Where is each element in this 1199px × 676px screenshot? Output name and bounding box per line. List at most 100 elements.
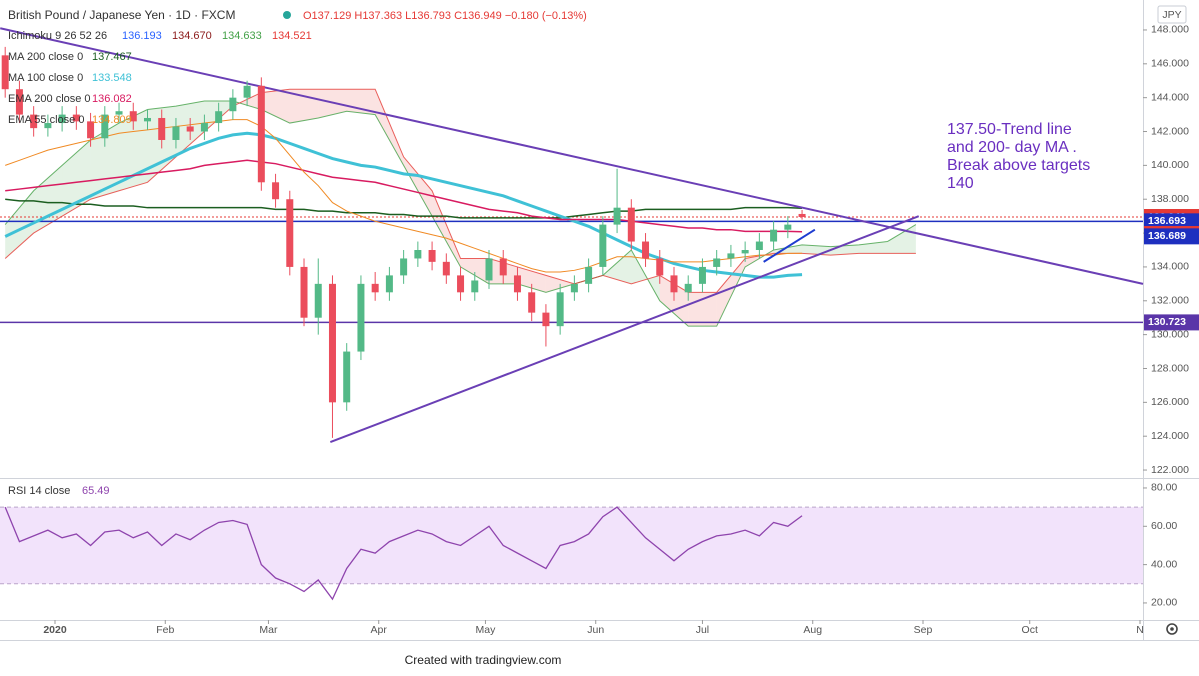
y-tick-label: 134.000 (1151, 261, 1189, 273)
candle-body (755, 241, 763, 251)
annotation: 137.50-Trend line (947, 121, 1072, 138)
status-dot (283, 11, 291, 19)
candle-body (414, 250, 422, 259)
ma-line (4, 131, 803, 279)
candle-body (613, 207, 621, 225)
candle-body (599, 224, 607, 267)
y-tick-label: 128.000 (1151, 362, 1189, 374)
settings-icon[interactable] (1166, 623, 1178, 635)
x-tick-label: Oct (1022, 624, 1038, 636)
candle-body (30, 114, 38, 129)
cloud-fill (460, 258, 490, 284)
candle-body (642, 241, 650, 259)
candle-body (528, 292, 536, 313)
price-label-box (1144, 228, 1199, 245)
candle-body (727, 253, 735, 259)
rsi-y-tick-label: 60.00 (1151, 520, 1177, 532)
candle-body (129, 111, 137, 122)
rsi-line (4, 506, 803, 601)
candle-body (684, 283, 692, 293)
candle-body (656, 258, 664, 276)
candle-body (428, 250, 436, 262)
x-tick-label: N (1136, 624, 1144, 636)
x-tick-label: Aug (803, 624, 822, 636)
ma-line (5, 198, 803, 219)
candle-body (172, 126, 180, 140)
y-tick-label: 142.000 (1151, 125, 1189, 137)
legend-label: MA 200 close 0 (8, 51, 83, 63)
candle-body (58, 114, 66, 124)
footer: Created with tradingview.com (405, 653, 562, 667)
rsi-value: 65.49 (82, 485, 110, 497)
legend-value: 137.467 (92, 51, 132, 63)
legend-label: MA 100 close 0 (8, 72, 83, 84)
annotation: 140 (947, 175, 974, 192)
candle-body (585, 266, 593, 284)
legend-value: 134.670 (172, 30, 212, 42)
x-tick-label: 2020 (43, 624, 67, 636)
cloud-fill (375, 89, 404, 166)
x-tick-label: Feb (156, 624, 174, 636)
x-tick-label: Sep (914, 624, 933, 636)
candle-body (357, 283, 365, 352)
legend-label: EMA 200 close 0 (8, 93, 91, 105)
candle-body (371, 283, 379, 293)
candle-body (670, 275, 678, 293)
candle-body (741, 250, 749, 254)
legend-label: Ichimoku 9 26 52 26 (8, 30, 107, 42)
legend-label: EMA 55 close 0 (8, 114, 84, 126)
candle-body (215, 111, 223, 124)
ma-line (5, 159, 803, 233)
currency-box[interactable] (1157, 5, 1187, 24)
plot-layer: 122.000 124.000 126.000 128.000 130.000 132.0… (0, 24, 1189, 636)
candle-body (698, 266, 706, 284)
x-tick-label: Jul (696, 624, 709, 636)
cloud-fill (432, 190, 461, 267)
x-tick-label: May (476, 624, 497, 636)
candle-body (229, 97, 237, 112)
price-label-box (1144, 213, 1199, 230)
y-tick-label: 140.000 (1151, 159, 1189, 171)
y-tick-label: 124.000 (1151, 430, 1189, 442)
trendline (329, 215, 920, 444)
candle-body (471, 280, 479, 293)
candle-body (286, 199, 294, 267)
candle-body (44, 123, 52, 129)
y-tick-label: 144.000 (1151, 91, 1189, 103)
rsi-label: RSI 14 close (8, 485, 70, 497)
rsi-y-tick-label: 80.00 (1151, 482, 1177, 494)
candle-body (442, 261, 450, 276)
cloud-line (4, 100, 917, 327)
legend-value: 134.521 (272, 30, 312, 42)
annotation: Break above targets (947, 157, 1090, 174)
candle-body (200, 123, 208, 132)
y-tick-label: 122.000 (1151, 464, 1189, 476)
currency: JPY (1162, 9, 1181, 21)
cloud-fill (261, 89, 290, 124)
x-tick-label: Jun (587, 624, 604, 636)
candle-body (485, 258, 493, 281)
price-label: 136.693 (1148, 215, 1186, 227)
candle-body (101, 114, 109, 139)
candle-body (300, 266, 308, 318)
candle-body (87, 121, 95, 139)
candle-body (158, 117, 166, 140)
quote: O137.129 H137.363 L136.793 C136.949 −0.1… (303, 10, 587, 22)
gear[interactable] (1166, 623, 1178, 635)
ma-line (5, 119, 803, 273)
cloud-fill (33, 165, 63, 234)
y-tick-label: 138.000 (1151, 193, 1189, 205)
candle-body (186, 126, 194, 132)
cloud-fill (119, 109, 148, 191)
candle-body (798, 213, 806, 218)
candle-body (713, 258, 721, 267)
candle-body (457, 275, 465, 293)
x-tick-label: Apr (371, 624, 388, 636)
annotation: and 200- day MA . (947, 139, 1077, 156)
legend-value: 134.809 (92, 114, 132, 126)
legend-value: 133.548 (92, 72, 132, 84)
rsi-band (0, 507, 1143, 584)
candle-body (314, 283, 322, 318)
cloud-fill (403, 156, 433, 217)
